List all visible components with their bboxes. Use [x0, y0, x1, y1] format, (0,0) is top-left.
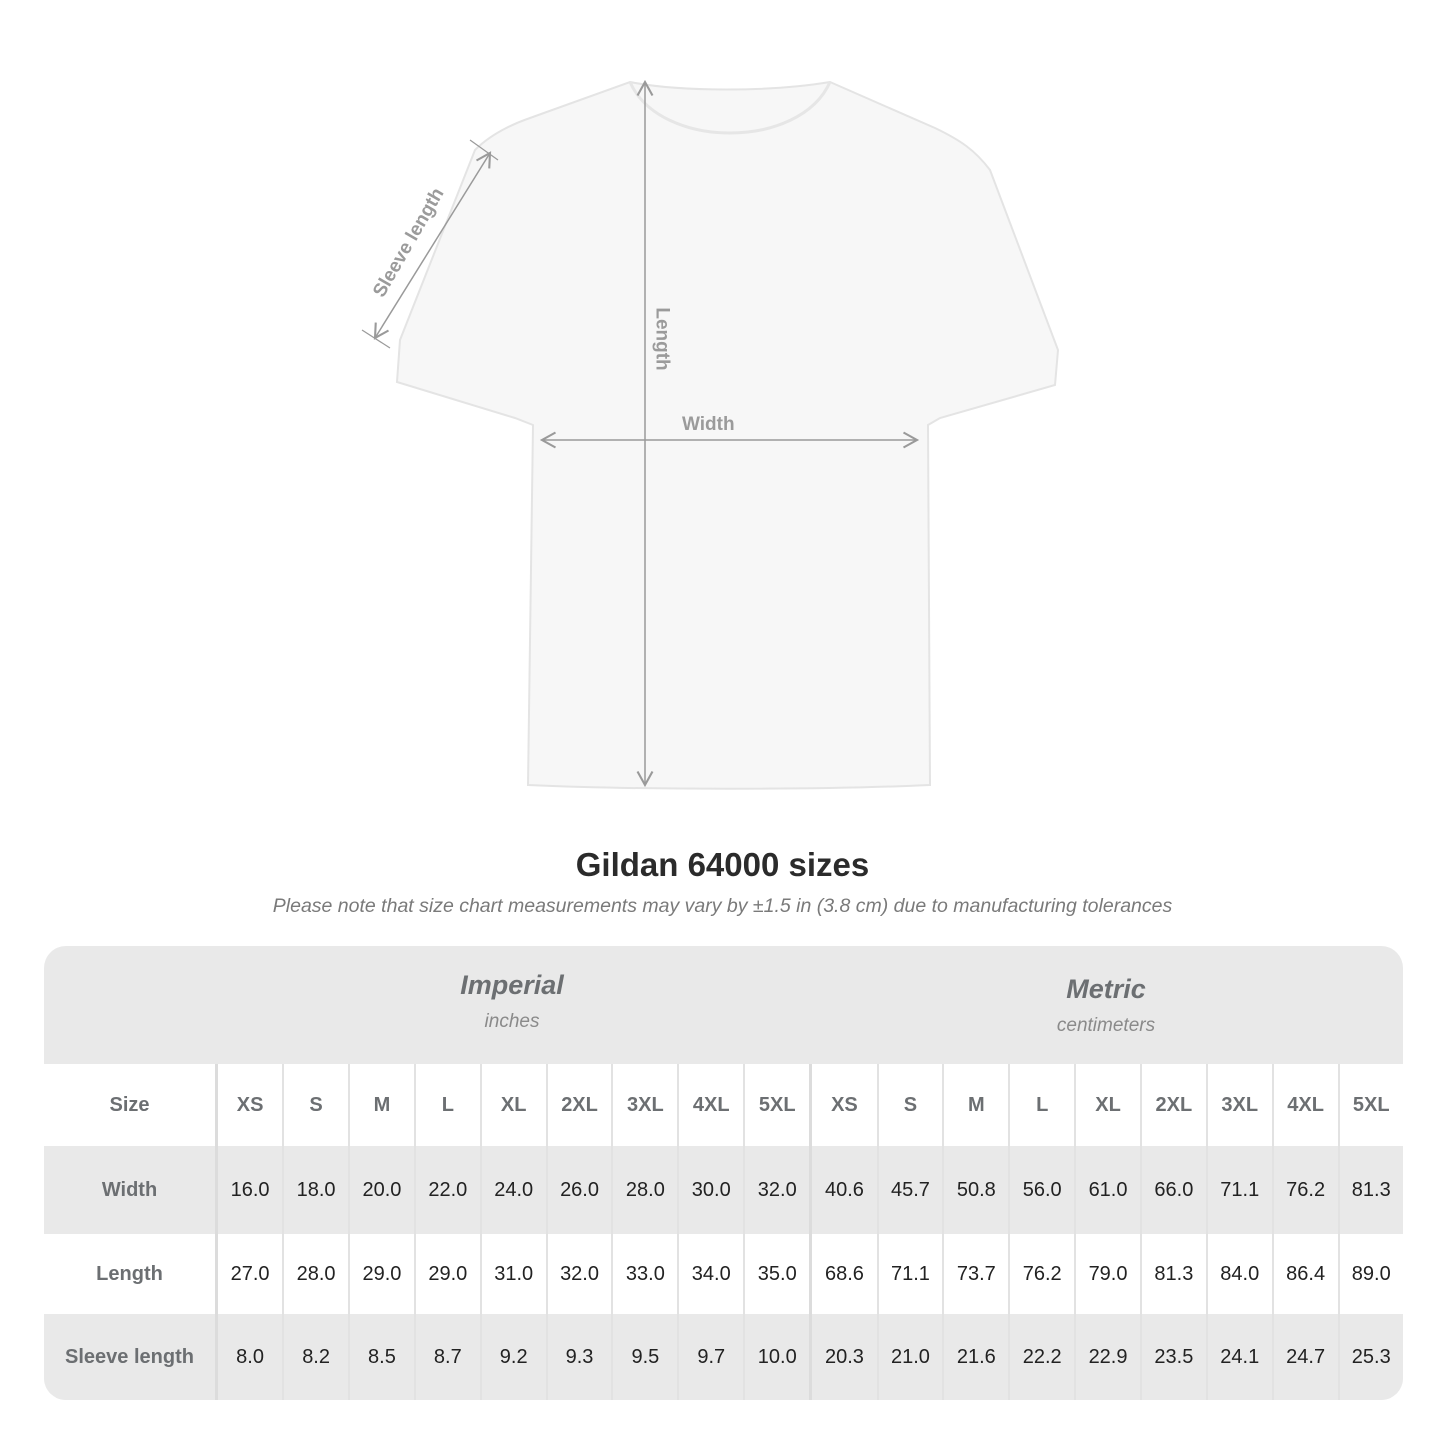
imperial-value-cell: 9.7: [677, 1314, 745, 1400]
row-label: Width: [44, 1146, 218, 1234]
imperial-value-cell: 24.0: [479, 1146, 547, 1234]
metric-value-cell: 25.3: [1337, 1314, 1403, 1400]
metric-value-cell: 21.0: [876, 1314, 944, 1400]
table-row: Sleeve length 8.0 8.2 8.5 8.7 9.2 9.3 9.5 9.7 10.…: [44, 1314, 1403, 1400]
imperial-unit: inches: [484, 1011, 540, 1032]
size-header-row: Size XS S M L XL 2XL 3XL 4XL 5XL XS S M L XL 2XL 3XL 4XL 5…: [44, 1064, 1403, 1146]
metric-size-header: 3XL: [1205, 1064, 1273, 1146]
metric-value-cell: 23.5: [1139, 1314, 1207, 1400]
imperial-value-cell: 31.0: [479, 1234, 547, 1314]
metric-size-header: XL: [1074, 1064, 1141, 1146]
imperial-value-cell: 33.0: [611, 1234, 679, 1314]
imperial-value-cell: 28.0: [611, 1146, 679, 1234]
metric-size-header: S: [876, 1064, 944, 1146]
imperial-title: Imperial: [460, 970, 564, 1000]
metric-value-cell: 21.6: [942, 1314, 1010, 1400]
length-label: Length: [651, 307, 673, 371]
metric-value-cell: 45.7: [876, 1146, 944, 1234]
imperial-value-cell: 32.0: [545, 1234, 613, 1314]
imperial-size-header: 2XL: [545, 1064, 613, 1146]
metric-size-header: L: [1008, 1064, 1076, 1146]
chart-title: Gildan 64000 sizes: [575, 846, 870, 883]
imperial-value-cell: 29.0: [413, 1234, 481, 1314]
tshirt-diagram: [361, 79, 1060, 790]
metric-value-cell: 22.2: [1008, 1314, 1076, 1400]
imperial-value-cell: 32.0: [743, 1146, 811, 1234]
imperial-value-cell: 34.0: [677, 1234, 745, 1314]
metric-value-cell: 76.2: [1271, 1146, 1339, 1234]
table-row: Length 27.0 28.0 29.0 29.0 31.0 32.0 33.0 34.0 35…: [44, 1234, 1403, 1314]
metric-value-cell: 81.3: [1337, 1146, 1403, 1234]
metric-size-header: 2XL: [1139, 1064, 1207, 1146]
size-table: Size XS S M L XL 2XL 3XL 4XL 5XL XS S M L XL 2XL 3XL 4XL 5…: [44, 1064, 1403, 1400]
metric-value-cell: 66.0: [1139, 1146, 1207, 1234]
imperial-value-cell: 35.0: [743, 1234, 811, 1314]
metric-value-cell: 50.8: [942, 1146, 1010, 1234]
size-table-panel: Imperial inches Metric centimeters Size X…: [44, 946, 1403, 1400]
metric-value-cell: 89.0: [1337, 1234, 1403, 1314]
metric-value-cell: 24.7: [1271, 1314, 1339, 1400]
imperial-value-cell: 8.0: [215, 1314, 284, 1400]
metric-value-cell: 71.1: [876, 1234, 944, 1314]
imperial-size-header: 5XL: [743, 1064, 811, 1146]
metric-value-cell: 84.0: [1205, 1234, 1273, 1314]
sleeve-arrow: [373, 151, 492, 340]
metric-value-cell: 86.4: [1271, 1234, 1339, 1314]
imperial-value-cell: 8.2: [282, 1314, 350, 1400]
imperial-size-header: XS: [215, 1064, 284, 1146]
row-label: Length: [44, 1234, 218, 1314]
imperial-value-cell: 27.0: [215, 1234, 284, 1314]
width-label: Width: [682, 414, 735, 435]
imperial-value-cell: 8.7: [413, 1314, 481, 1400]
imperial-value-cell: 28.0: [282, 1234, 350, 1314]
metric-value-cell: 24.1: [1205, 1314, 1273, 1400]
table-row: Width 16.0 18.0 20.0 22.0 24.0 26.0 28.0 30.0 32.…: [44, 1146, 1403, 1234]
metric-value-cell: 79.0: [1074, 1234, 1141, 1314]
row-label: Sleeve length: [44, 1314, 218, 1400]
metric-value-cell: 61.0: [1074, 1146, 1141, 1234]
metric-value-cell: 73.7: [942, 1234, 1010, 1314]
tolerance-note: Please note that size chart measurements…: [272, 895, 1173, 917]
metric-value-cell: 22.9: [1074, 1314, 1141, 1400]
metric-value-cell: 68.6: [809, 1234, 878, 1314]
imperial-header: Imperial inches: [215, 970, 809, 1088]
imperial-value-cell: 9.3: [545, 1314, 613, 1400]
imperial-size-header: S: [282, 1064, 350, 1146]
metric-header: Metric centimeters: [809, 974, 1403, 1092]
metric-value-cell: 76.2: [1008, 1234, 1076, 1314]
imperial-value-cell: 22.0: [413, 1146, 481, 1234]
imperial-value-cell: 9.5: [611, 1314, 679, 1400]
metric-value-cell: 40.6: [809, 1146, 878, 1234]
metric-size-header: XS: [809, 1064, 878, 1146]
imperial-value-cell: 8.5: [348, 1314, 415, 1400]
imperial-size-header: 4XL: [677, 1064, 745, 1146]
imperial-size-header: L: [413, 1064, 481, 1146]
size-row-label: Size: [44, 1064, 218, 1146]
metric-size-header: M: [942, 1064, 1010, 1146]
metric-value-cell: 71.1: [1205, 1146, 1273, 1234]
imperial-size-header: 3XL: [611, 1064, 679, 1146]
imperial-value-cell: 16.0: [215, 1146, 284, 1234]
metric-unit: centimeters: [1056, 1015, 1156, 1036]
metric-size-header: 5XL: [1337, 1064, 1403, 1146]
imperial-value-cell: 10.0: [743, 1314, 811, 1400]
metric-size-header: 4XL: [1271, 1064, 1339, 1146]
imperial-size-header: M: [348, 1064, 415, 1146]
imperial-size-header: XL: [479, 1064, 547, 1146]
imperial-value-cell: 29.0: [348, 1234, 415, 1314]
imperial-value-cell: 30.0: [677, 1146, 745, 1234]
imperial-value-cell: 26.0: [545, 1146, 613, 1234]
metric-value-cell: 20.3: [809, 1314, 878, 1400]
metric-value-cell: 81.3: [1139, 1234, 1207, 1314]
imperial-value-cell: 18.0: [282, 1146, 350, 1234]
imperial-value-cell: 9.2: [479, 1314, 547, 1400]
imperial-value-cell: 20.0: [348, 1146, 415, 1234]
metric-title: Metric: [1066, 974, 1146, 1004]
metric-value-cell: 56.0: [1008, 1146, 1076, 1234]
